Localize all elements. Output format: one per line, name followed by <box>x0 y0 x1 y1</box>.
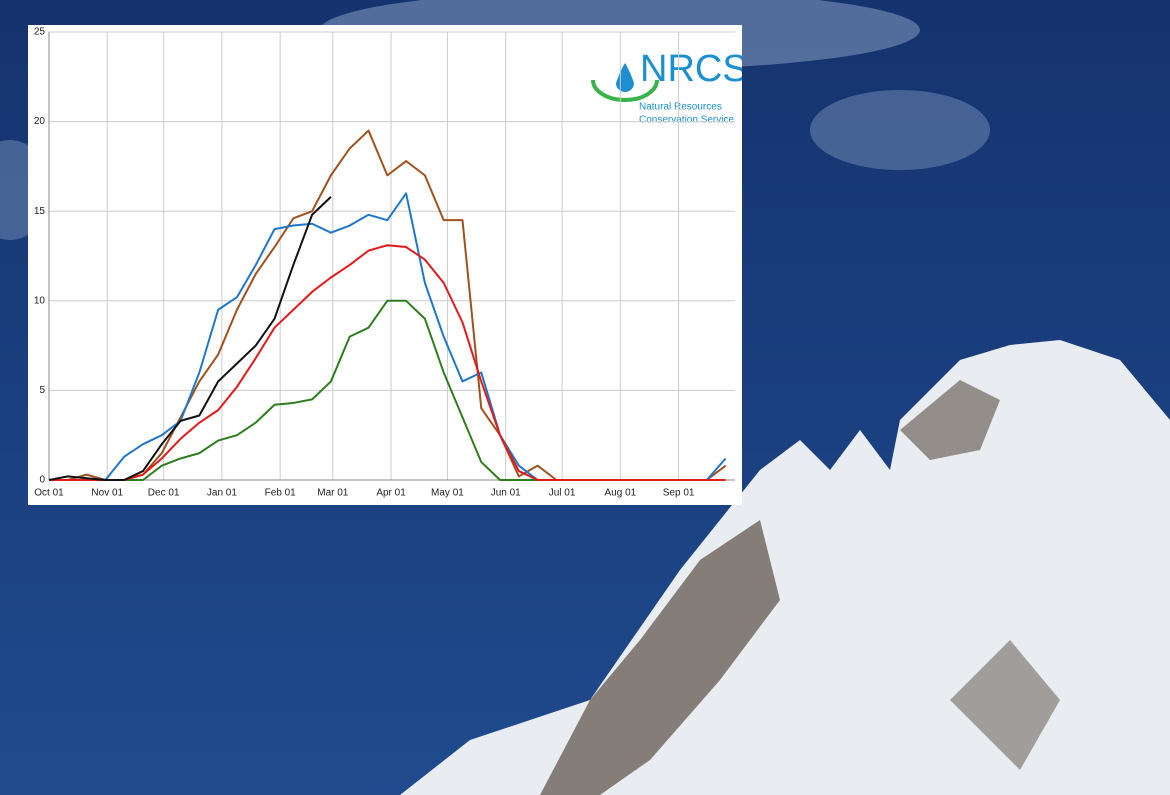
logo-line2: Conservation Service <box>639 115 734 126</box>
y-tick-label: 10 <box>34 295 46 306</box>
data-line <box>48 196 332 481</box>
y-tick-label: 5 <box>39 385 45 396</box>
logo-line1: Natural Resources <box>639 102 722 113</box>
x-tick-label: Dec 01 <box>148 488 180 499</box>
x-tick-label: Apr 01 <box>376 488 406 499</box>
x-tick-label: Sep 01 <box>663 488 695 499</box>
chart-background <box>28 25 742 505</box>
x-tick-label: Oct 01 <box>34 488 64 499</box>
data-line <box>49 244 726 481</box>
y-tick-label: 15 <box>34 206 46 217</box>
x-tick-label: Nov 01 <box>91 488 123 499</box>
x-tick-label: Jan 01 <box>207 488 237 499</box>
x-tick-label: Aug 01 <box>605 488 637 499</box>
x-tick-label: May 01 <box>431 488 464 499</box>
x-tick-label: Jun 01 <box>491 488 521 499</box>
y-tick-label: 0 <box>39 475 45 486</box>
y-tick-label: 25 <box>34 27 46 38</box>
x-tick-label: Feb 01 <box>265 488 297 499</box>
x-tick-label: Mar 01 <box>317 488 349 499</box>
y-tick-label: 20 <box>34 116 46 127</box>
x-tick-label: Jul 01 <box>549 488 576 499</box>
nrcs-logo: NRCS Natural Resources Conservation Serv… <box>591 48 742 126</box>
logo-name: NRCS <box>640 48 742 90</box>
chart: NRCS Natural Resources Conservation Serv… <box>28 25 742 505</box>
